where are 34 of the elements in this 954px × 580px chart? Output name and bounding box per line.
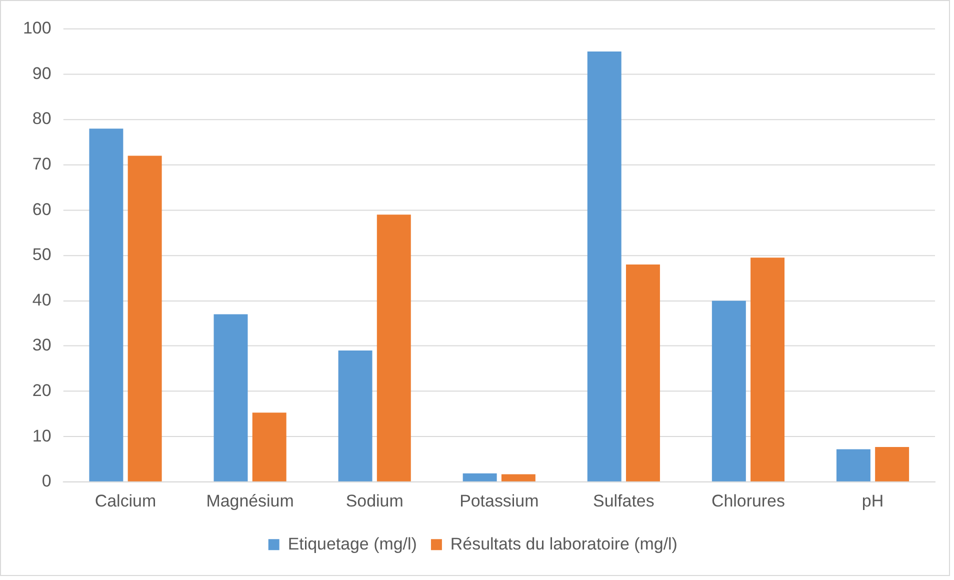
bar: [587, 52, 622, 482]
y-tick-label: 50: [32, 245, 52, 264]
x-tick-label: Sulfates: [593, 492, 654, 511]
bar: [501, 474, 536, 482]
bar: [875, 447, 910, 482]
bar: [750, 258, 785, 482]
bar: [128, 156, 162, 482]
x-tick-label: Potassium: [460, 492, 539, 511]
legend-label: Etiquetage (mg/l): [288, 534, 417, 554]
y-tick-label: 0: [42, 472, 52, 491]
x-tick-label: Chlorures: [711, 492, 785, 511]
x-tick-label: Sodium: [346, 492, 404, 511]
bar: [836, 449, 870, 482]
y-tick-label: 100: [22, 18, 52, 38]
x-tick-label: Magnésium: [206, 492, 294, 511]
y-tick-label: 70: [32, 154, 52, 174]
y-tick-label: 90: [32, 64, 52, 83]
bar: [338, 350, 372, 482]
bar: [462, 473, 497, 482]
x-tick-label: pH: [862, 492, 884, 511]
bar: [626, 264, 660, 482]
y-tick-label: 30: [32, 336, 52, 355]
y-tick-label: 80: [32, 109, 52, 128]
x-tick-label: Calcium: [94, 492, 156, 511]
bar: [712, 300, 746, 482]
y-tick-label: 60: [32, 200, 52, 219]
bar: [252, 412, 286, 482]
y-tick-label: 40: [32, 290, 52, 310]
legend-label: Résultats du laboratoire (mg/l): [450, 534, 678, 554]
bar: [214, 314, 248, 482]
bar: [376, 214, 411, 482]
bar: [89, 128, 124, 482]
y-tick-label: 10: [32, 426, 52, 446]
y-tick-label: 20: [32, 381, 52, 400]
